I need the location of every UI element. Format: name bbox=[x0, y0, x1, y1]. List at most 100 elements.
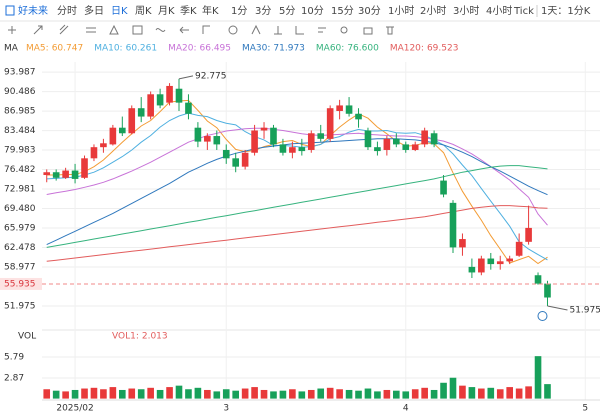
volume-bar bbox=[317, 388, 325, 399]
candle-body bbox=[137, 108, 145, 117]
legend-value: 66.495 bbox=[200, 44, 232, 54]
volume-bar bbox=[355, 390, 362, 399]
period-tab[interactable]: 多日 bbox=[84, 4, 104, 17]
volume-bar bbox=[421, 387, 428, 399]
ruler-tool[interactable] bbox=[295, 26, 304, 35]
y-tick-label: 79.983 bbox=[4, 146, 36, 156]
volume-bar bbox=[478, 388, 485, 399]
candle-body bbox=[307, 133, 315, 150]
period-tab[interactable]: 季K bbox=[180, 5, 197, 17]
rect-tool[interactable] bbox=[132, 25, 143, 35]
candle-body bbox=[100, 143, 107, 148]
period-tab[interactable]: 2小时 bbox=[420, 5, 446, 17]
volume-bar bbox=[487, 387, 495, 399]
period-tab[interactable]: Tick bbox=[513, 6, 534, 17]
y-tick-label: 86.985 bbox=[4, 107, 36, 117]
ma-line bbox=[46, 205, 548, 262]
volume-bar bbox=[185, 389, 192, 399]
volume-bar bbox=[232, 390, 239, 399]
volume-bar bbox=[156, 389, 164, 399]
y-tick-label: 93.987 bbox=[4, 68, 36, 78]
candle-body bbox=[478, 258, 485, 273]
candle-body bbox=[544, 283, 551, 298]
event-marker bbox=[537, 310, 548, 321]
candle-body bbox=[289, 147, 296, 153]
curve-tool[interactable] bbox=[155, 28, 166, 32]
volume-bar bbox=[119, 389, 126, 399]
volume-legend-value: 2.013 bbox=[142, 332, 168, 342]
candle-body bbox=[326, 108, 334, 139]
volume-bar bbox=[345, 389, 353, 399]
volume-bar bbox=[109, 387, 117, 399]
period-tab[interactable]: 3小时 bbox=[453, 5, 479, 17]
volume-bar bbox=[270, 391, 277, 399]
candle-body bbox=[241, 152, 249, 167]
angle-tool[interactable] bbox=[202, 25, 210, 34]
candle-body bbox=[175, 88, 183, 103]
candle-body bbox=[251, 130, 258, 153]
volume-bar bbox=[251, 387, 258, 399]
low-pointer bbox=[547, 305, 568, 311]
volume-indicator: VOL bbox=[18, 332, 36, 342]
y-tick-label: 58.977 bbox=[4, 263, 36, 273]
volume-bar bbox=[90, 387, 98, 399]
period-tab[interactable]: 分时 bbox=[57, 5, 77, 17]
candle-body bbox=[119, 127, 126, 134]
candle-body bbox=[222, 149, 230, 159]
arrow-tool[interactable] bbox=[179, 26, 189, 34]
candle-body bbox=[204, 136, 211, 142]
measure-tool[interactable] bbox=[274, 26, 282, 35]
text-tool[interactable] bbox=[318, 27, 326, 33]
volume-legend-name: VOL1: bbox=[112, 332, 139, 342]
legend-value: 69.523 bbox=[427, 44, 459, 54]
magnet-tool[interactable] bbox=[340, 26, 348, 34]
y-tick-label: 90.486 bbox=[4, 87, 36, 97]
drawing-tools[interactable] bbox=[8, 24, 394, 35]
circle-tool[interactable] bbox=[228, 25, 238, 35]
period-tab[interactable]: 1小时 bbox=[388, 5, 414, 17]
period-tab[interactable]: 30分 bbox=[358, 5, 381, 17]
fib-tool[interactable] bbox=[251, 24, 261, 35]
volume-bar bbox=[364, 388, 372, 399]
period-tab[interactable]: 3分 bbox=[255, 5, 271, 17]
legend-value: 60.261 bbox=[126, 44, 158, 54]
parallel-tool[interactable] bbox=[86, 27, 96, 33]
ray-tool[interactable] bbox=[59, 24, 69, 35]
volume-bar bbox=[544, 384, 551, 399]
period-tab[interactable]: 5分 bbox=[279, 5, 295, 17]
range-selector[interactable]: 1天：1分K bbox=[541, 5, 591, 17]
candle-body bbox=[345, 105, 353, 114]
period-tab[interactable]: 1分 bbox=[231, 5, 247, 17]
line-tool[interactable] bbox=[33, 25, 43, 35]
candle-body bbox=[374, 147, 381, 152]
volume-bar bbox=[81, 388, 88, 399]
x-tick-label: 5 bbox=[582, 404, 588, 414]
period-tab[interactable]: 年K bbox=[202, 4, 219, 17]
volume-bar bbox=[100, 389, 107, 399]
symbol-tab: 好未来 bbox=[18, 5, 48, 17]
volume-bar bbox=[222, 389, 230, 399]
lock-tool[interactable] bbox=[363, 27, 373, 35]
candle-body bbox=[52, 172, 60, 178]
crosshair-tool[interactable] bbox=[8, 26, 16, 34]
legend-value: 60.747 bbox=[52, 44, 84, 54]
high-label: 92.775 bbox=[195, 71, 227, 81]
high-pointer bbox=[178, 75, 194, 80]
legend-name: MA60: bbox=[316, 44, 344, 54]
delete-tool[interactable] bbox=[386, 26, 394, 35]
candle-body bbox=[270, 127, 277, 145]
period-tab[interactable]: 月K bbox=[158, 5, 175, 17]
period-tab[interactable]: 15分 bbox=[331, 5, 354, 17]
period-tab[interactable]: 10分 bbox=[301, 5, 324, 17]
volume-bar bbox=[525, 386, 532, 399]
period-tab[interactable]: 日K bbox=[111, 6, 128, 17]
legend-value: 71.973 bbox=[273, 44, 305, 54]
period-tab[interactable]: 周K bbox=[135, 5, 152, 17]
y-tick-label: 62.478 bbox=[4, 243, 36, 253]
candle-body bbox=[298, 147, 306, 152]
legend-name: MA120: bbox=[390, 44, 424, 54]
triangle-tool[interactable] bbox=[109, 24, 119, 35]
period-tab[interactable]: 4小时 bbox=[486, 5, 512, 17]
volume-bar bbox=[128, 388, 136, 399]
